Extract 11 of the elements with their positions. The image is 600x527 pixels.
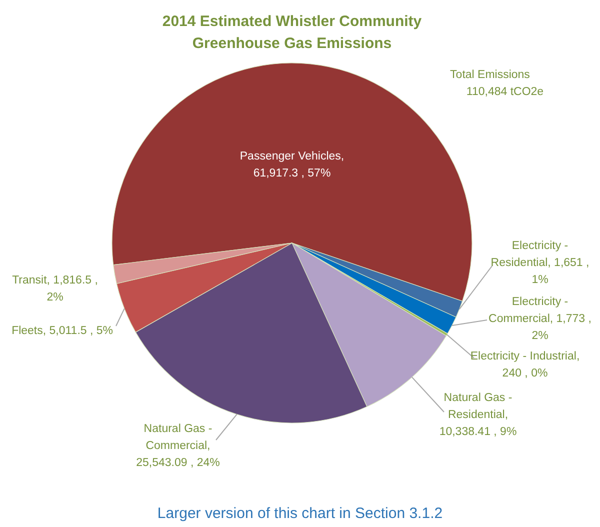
slice-label: Transit, 1,816.5 , 2% — [12, 274, 98, 304]
text: Larger version of this chart in Section 3.1.2 — [157, 505, 443, 522]
slice-label: Electricity - Commercial, 1,773 , 2% — [488, 296, 592, 342]
slice-label: Fleets, 5,011.5 , 5% — [12, 325, 113, 337]
slice-label: Electricity - Residential, 1,651 , 1% — [490, 240, 590, 286]
slice-label: Natural Gas - Commercial, 25,543.09 , 24% — [136, 423, 220, 469]
slice-label: Passenger Vehicles, 61,917.3 , 57% — [240, 150, 344, 180]
slice-label: Electricity - Industrial, 240 , 0% — [470, 350, 580, 380]
text: Total Emissions 110,484 tCO2e — [450, 69, 544, 98]
slice-label: Natural Gas - Residential, 10,338.41 , 9% — [439, 392, 517, 438]
chart-title: 2014 Estimated Whistler Community Greenhouse Gas Emissions — [162, 13, 422, 52]
